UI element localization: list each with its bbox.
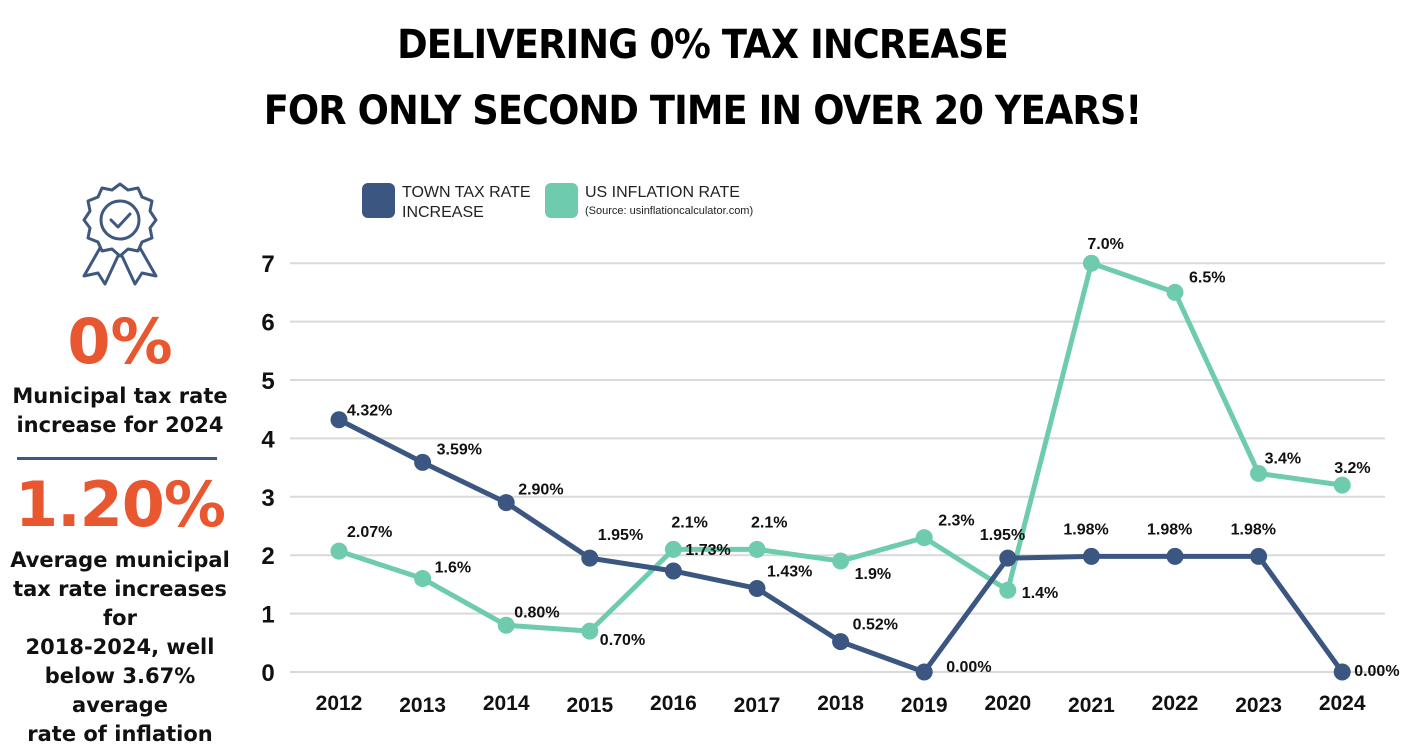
inflation-data-label: 2.1% xyxy=(751,514,787,531)
legend-swatch-inflation xyxy=(545,183,578,218)
y-tick-label: 3 xyxy=(261,485,274,512)
x-tick-label: 2017 xyxy=(734,694,781,717)
town-tax-data-label: 1.95% xyxy=(598,527,643,544)
legend-label-line: INCREASE xyxy=(402,204,484,221)
inflation-data-label: 6.5% xyxy=(1189,269,1225,286)
x-tick-label: 2024 xyxy=(1319,692,1366,715)
inflation-data-label: 0.70% xyxy=(600,632,645,649)
town-tax-data-label: 1.98% xyxy=(1231,521,1276,538)
stat-average-label-line: Average municipal xyxy=(10,548,230,572)
town-tax-data-label: 0.52% xyxy=(853,617,898,634)
inflation-point xyxy=(999,581,1017,599)
town-tax-data-label: 1.95% xyxy=(980,527,1025,544)
legend-label-line: TOWN TAX RATE xyxy=(402,184,531,201)
inflation-line xyxy=(338,260,1343,634)
town-tax-data-label: 3.59% xyxy=(437,441,482,458)
inflation-point xyxy=(664,540,682,558)
town-tax-point xyxy=(832,633,850,651)
x-tick-label: 2022 xyxy=(1152,692,1199,715)
inflation-point xyxy=(1166,283,1184,301)
town-tax-point xyxy=(581,549,599,567)
legend-label-inflation: US INFLATION RATE xyxy=(585,184,740,201)
inflation-point xyxy=(1333,476,1351,494)
inflation-point xyxy=(915,529,933,547)
inflation-point xyxy=(497,616,515,634)
divider xyxy=(17,457,217,460)
y-tick-label: 5 xyxy=(261,368,274,395)
y-tick-label: 2 xyxy=(261,543,274,570)
y-tick-label: 0 xyxy=(261,660,274,687)
stat-tax-rate-value: 0% xyxy=(67,305,173,378)
inflation-point xyxy=(1250,464,1268,482)
town-tax-point xyxy=(999,549,1017,567)
award-ribbon-check-icon xyxy=(82,182,158,286)
inflation-point xyxy=(414,570,432,588)
town-tax-point xyxy=(1333,663,1351,681)
x-tick-label: 2015 xyxy=(566,694,613,717)
town-tax-data-label: 1.73% xyxy=(685,542,730,559)
inflation-data-label: 1.6% xyxy=(435,560,471,577)
town-tax-data-label: 1.43% xyxy=(767,563,812,580)
stat-tax-rate-label-line: Municipal tax rate xyxy=(12,384,228,408)
inflation-point xyxy=(748,540,766,558)
inflation-data-label: 3.2% xyxy=(1334,460,1370,477)
town-tax-data-label: 1.98% xyxy=(1063,521,1108,538)
stat-tax-rate-label: Municipal tax rate increase for 2024 xyxy=(0,382,240,440)
page-title-line-1: DELIVERING 0% TAX INCREASE xyxy=(397,22,1009,68)
inflation-data-label: 2.3% xyxy=(938,513,974,530)
town-tax-point xyxy=(497,494,515,512)
town-tax-point xyxy=(748,579,766,597)
town-tax-data-label: 0.00% xyxy=(946,659,991,676)
x-tick-label: 2013 xyxy=(399,694,446,717)
stat-average-label-line: 2018-2024, well xyxy=(25,635,215,659)
stat-tax-rate-label-line: increase for 2024 xyxy=(16,413,224,437)
inflation-point xyxy=(330,542,348,560)
x-tick-label: 2023 xyxy=(1235,694,1282,717)
town-tax-point xyxy=(1082,547,1100,565)
x-tick-label: 2019 xyxy=(901,694,948,717)
inflation-point xyxy=(1082,254,1100,272)
x-tick-label: 2016 xyxy=(650,692,697,715)
town-tax-point xyxy=(1166,547,1184,565)
y-tick-label: 6 xyxy=(261,310,274,337)
x-tick-label: 2021 xyxy=(1068,694,1115,717)
x-tick-label: 2018 xyxy=(817,692,864,715)
stat-average-label-line: tax rate increases for xyxy=(13,577,227,630)
town-tax-point xyxy=(1250,547,1268,565)
stat-average-label-line: below 3.67% average xyxy=(44,664,196,717)
x-tick-label: 2012 xyxy=(316,692,363,715)
inflation-point xyxy=(581,622,599,640)
legend-source: (Source: usinflationcalculator.com) xyxy=(585,205,754,217)
town-tax-point xyxy=(915,663,933,681)
y-tick-label: 1 xyxy=(261,602,274,629)
town-tax-data-label: 2.90% xyxy=(518,482,563,499)
legend-swatch-town xyxy=(362,183,395,218)
inflation-data-label: 7.0% xyxy=(1087,236,1123,253)
y-tick-label: 7 xyxy=(261,251,274,278)
inflation-data-label: 0.80% xyxy=(514,604,559,621)
town-tax-point xyxy=(414,453,432,471)
y-tick-label: 4 xyxy=(261,426,275,453)
inflation-data-label: 1.9% xyxy=(855,566,891,583)
legend-label-town: TOWN TAX RATE INCREASE xyxy=(402,183,531,223)
inflation-data-label: 2.07% xyxy=(347,524,392,541)
inflation-point xyxy=(832,552,850,570)
town-tax-data-label: 1.98% xyxy=(1147,521,1192,538)
inflation-data-label: 3.4% xyxy=(1265,450,1301,467)
town-tax-data-label: 0.00% xyxy=(1354,663,1399,680)
stat-average-label: Average municipal tax rate increases for… xyxy=(0,546,240,749)
town-tax-point xyxy=(330,411,348,429)
x-tick-label: 2020 xyxy=(984,692,1031,715)
page-title-line-2: FOR ONLY SECOND TIME IN OVER 20 YEARS! xyxy=(263,88,1143,134)
town-tax-data-label: 4.32% xyxy=(347,403,392,420)
inflation-data-label: 2.1% xyxy=(671,514,707,531)
inflation-data-label: 1.4% xyxy=(1022,585,1058,602)
x-tick-label: 2014 xyxy=(483,692,530,715)
town-tax-point xyxy=(664,562,682,580)
stat-average-value: 1.20% xyxy=(14,468,226,541)
